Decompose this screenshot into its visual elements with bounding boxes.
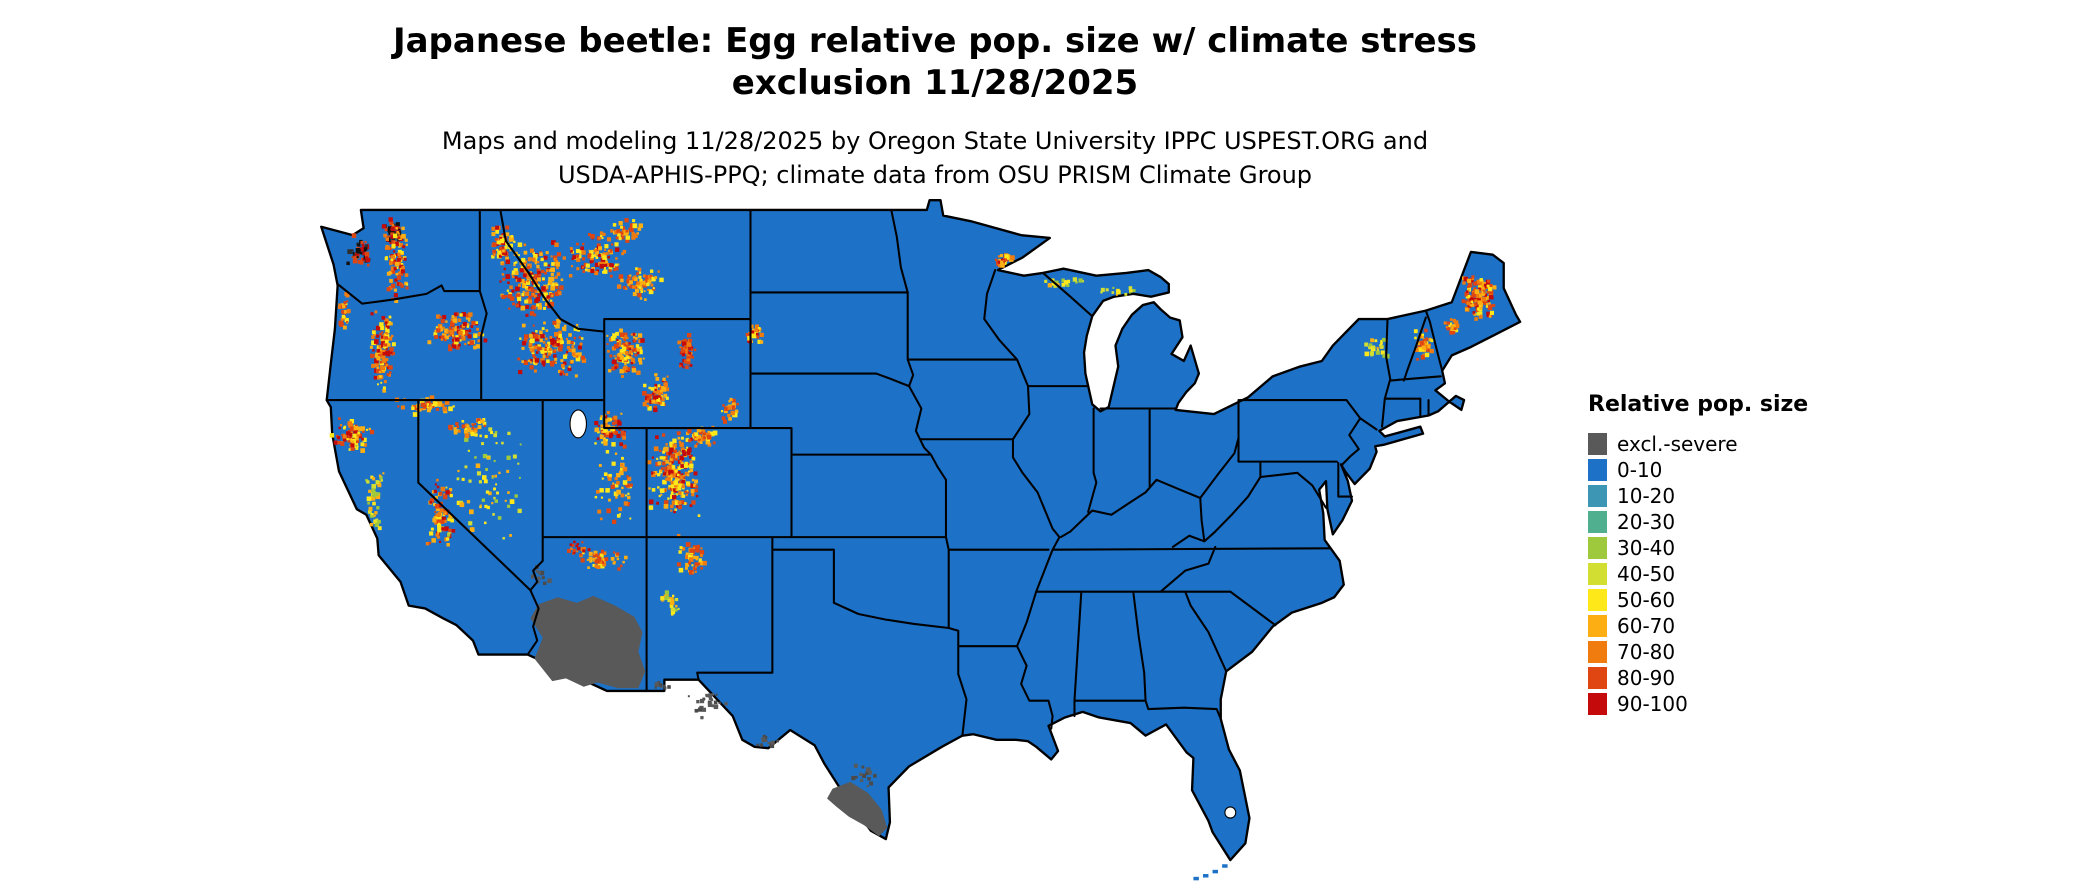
legend-item: 60-70 [1588,613,1888,639]
florida-keys-dot [1212,869,1219,874]
legend-item: 30-40 [1588,535,1888,561]
legend-item-label: 10-20 [1617,484,1676,508]
map-title-line2: exclusion 11/28/2025 [731,63,1139,103]
legend-swatch [1588,641,1607,663]
exclusion-region [827,781,888,837]
legend-item: 40-50 [1588,561,1888,587]
legend-item: 20-30 [1588,509,1888,535]
map-title: Japanese beetle: Egg relative pop. size … [0,20,1870,104]
legend-item: 0-10 [1588,457,1888,483]
legend-item: 70-80 [1588,639,1888,665]
legend-item-label: 50-60 [1617,588,1676,612]
map-subtitle-line1: Maps and modeling 11/28/2025 by Oregon S… [441,127,1429,155]
legend-item-label: 80-90 [1617,666,1676,690]
legend-swatch [1588,615,1607,637]
lake [569,409,587,439]
legend: Relative pop. size excl.-severe 0-10 10-20… [1588,392,1888,717]
legend-swatch [1588,667,1607,689]
legend-item: 50-60 [1588,587,1888,613]
legend-swatch [1588,433,1607,455]
map-title-line1: Japanese beetle: Egg relative pop. size … [392,21,1478,61]
lake [1224,806,1237,819]
legend-swatch [1588,693,1607,715]
legend-item-label: 40-50 [1617,562,1676,586]
legend-swatch [1588,563,1607,585]
legend-item-label: 70-80 [1617,640,1676,664]
legend-item-label: 0-10 [1617,458,1663,482]
florida-keys-dot [1193,876,1199,881]
legend-swatch [1588,537,1607,559]
legend-item-label: excl.-severe [1617,432,1738,456]
florida-keys-dot [1222,864,1228,868]
legend-item-label: 90-100 [1617,692,1688,716]
state-borders [325,208,1444,737]
legend-swatch [1588,589,1607,611]
legend-swatch [1588,485,1607,507]
map-subtitle: Maps and modeling 11/28/2025 by Oregon S… [0,124,1870,192]
legend-item: 90-100 [1588,691,1888,717]
legend-items: excl.-severe 0-10 10-20 20-30 30-40 40-50 50-6… [1588,431,1888,717]
legend-item: 80-90 [1588,665,1888,691]
legend-swatch [1588,459,1607,481]
legend-item-label: 30-40 [1617,536,1676,560]
population-speckles [329,217,1497,788]
florida-keys-dot [1202,874,1209,878]
us-landmass [320,199,1522,862]
legend-item: 10-20 [1588,483,1888,509]
map-figure [298,196,1542,892]
legend-title: Relative pop. size [1588,392,1809,417]
exclusion-region [530,595,646,689]
us-map [320,199,1522,881]
legend-swatch [1588,511,1607,533]
legend-item: excl.-severe [1588,431,1888,457]
map-subtitle-line2: USDA-APHIS-PPQ; climate data from OSU PR… [557,161,1313,189]
legend-item-label: 60-70 [1617,614,1676,638]
legend-item-label: 20-30 [1617,510,1676,534]
